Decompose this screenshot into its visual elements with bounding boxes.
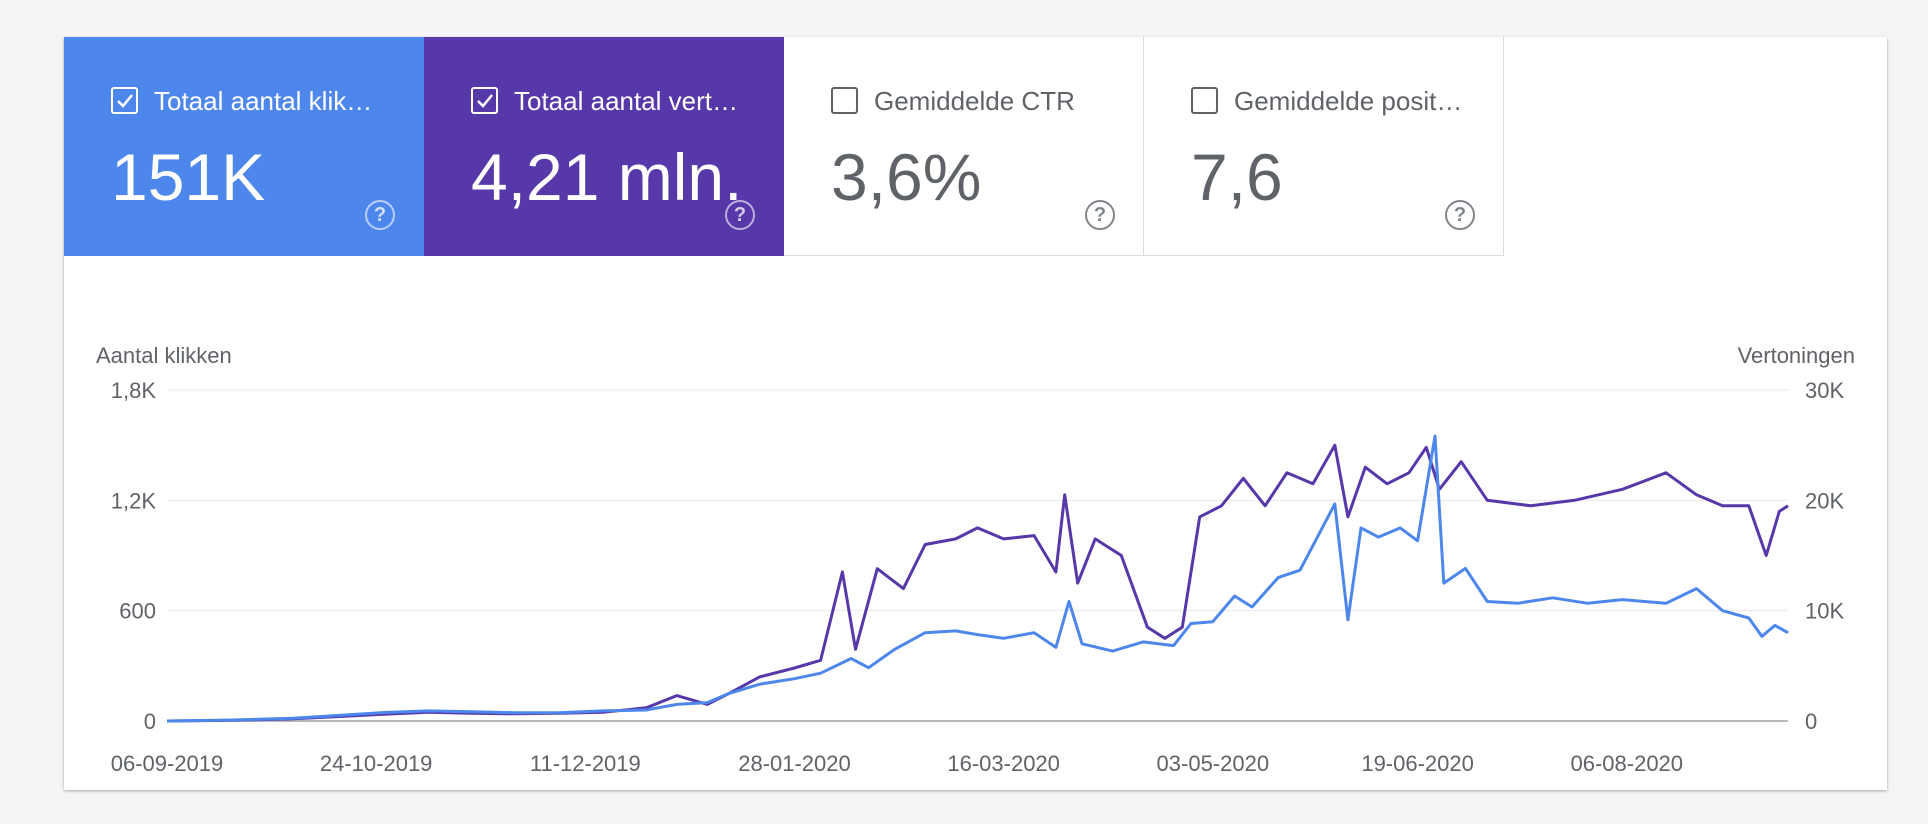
x-tick-label: 28-01-2020 xyxy=(738,751,851,776)
x-tick-label: 03-05-2020 xyxy=(1157,751,1270,776)
right-tick-label: 0 xyxy=(1805,709,1817,734)
x-tick-label: 16-03-2020 xyxy=(947,751,1060,776)
help-icon[interactable]: ? xyxy=(1445,200,1475,230)
clicks-value: 151K xyxy=(111,140,266,214)
right-tick-label: 10K xyxy=(1805,599,1844,624)
impressions-label: Totaal aantal vert… xyxy=(514,86,739,116)
left-axis-ticks: 0 600 1,2K 1,8K xyxy=(111,378,157,734)
clicks-label: Totaal aantal klik… xyxy=(154,86,373,116)
impressions-checkbox[interactable] xyxy=(471,87,498,114)
clicks-checkbox[interactable] xyxy=(111,87,138,114)
x-axis-ticks: 06-09-2019 24-10-2019 11-12-2019 28-01-2020… xyxy=(111,751,1683,776)
right-tick-label: 30K xyxy=(1805,378,1844,403)
impressions-series-line xyxy=(166,443,1789,723)
left-axis-title: Aantal klikken xyxy=(96,343,232,368)
ctr-value: 3,6% xyxy=(831,140,982,214)
x-tick-label: 06-08-2020 xyxy=(1570,751,1683,776)
chart-lines xyxy=(166,434,1789,723)
right-tick-label: 20K xyxy=(1805,488,1844,513)
impressions-value: 4,21 mln. xyxy=(471,140,743,214)
metric-tile-impressions[interactable]: Totaal aantal vert… 4,21 mln. ? xyxy=(424,37,784,256)
right-axis-ticks: 0 10K 20K 30K xyxy=(1805,378,1844,734)
help-icon[interactable]: ? xyxy=(725,200,755,230)
x-tick-label: 24-10-2019 xyxy=(320,751,433,776)
x-tick-label: 19-06-2020 xyxy=(1361,751,1474,776)
chart-grid xyxy=(167,389,1788,722)
ctr-label: Gemiddelde CTR xyxy=(874,86,1075,116)
clicks-series-line xyxy=(166,434,1789,723)
right-axis-title: Vertoningen xyxy=(1738,343,1855,368)
left-tick-label: 1,8K xyxy=(111,378,157,403)
position-value: 7,6 xyxy=(1191,140,1283,214)
help-icon[interactable]: ? xyxy=(1085,200,1115,230)
position-checkbox[interactable] xyxy=(1191,87,1218,114)
metric-tile-ctr[interactable]: Gemiddelde CTR 3,6% ? xyxy=(784,37,1144,256)
checkmark-icon xyxy=(477,94,493,108)
performance-chart: Aantal klikken Vertoningen 06001,2K1,8K … xyxy=(96,343,1855,776)
position-label: Gemiddelde posit… xyxy=(1234,86,1463,116)
left-tick-label: 1,2K xyxy=(111,488,157,513)
checkmark-icon xyxy=(117,94,133,108)
ctr-checkbox[interactable] xyxy=(831,87,858,114)
help-icon[interactable]: ? xyxy=(365,200,395,230)
metric-tile-position[interactable]: Gemiddelde posit… 7,6 ? xyxy=(1144,37,1504,256)
performance-card: Totaal aantal klik… 151K ? Totaal aantal… xyxy=(64,37,1887,790)
left-tick-label: 600 xyxy=(119,599,156,624)
x-tick-label: 11-12-2019 xyxy=(530,751,641,776)
metric-tile-clicks[interactable]: Totaal aantal klik… 151K ? xyxy=(64,37,424,256)
left-tick-label: 0 xyxy=(144,709,156,734)
x-tick-label: 06-09-2019 xyxy=(111,751,224,776)
